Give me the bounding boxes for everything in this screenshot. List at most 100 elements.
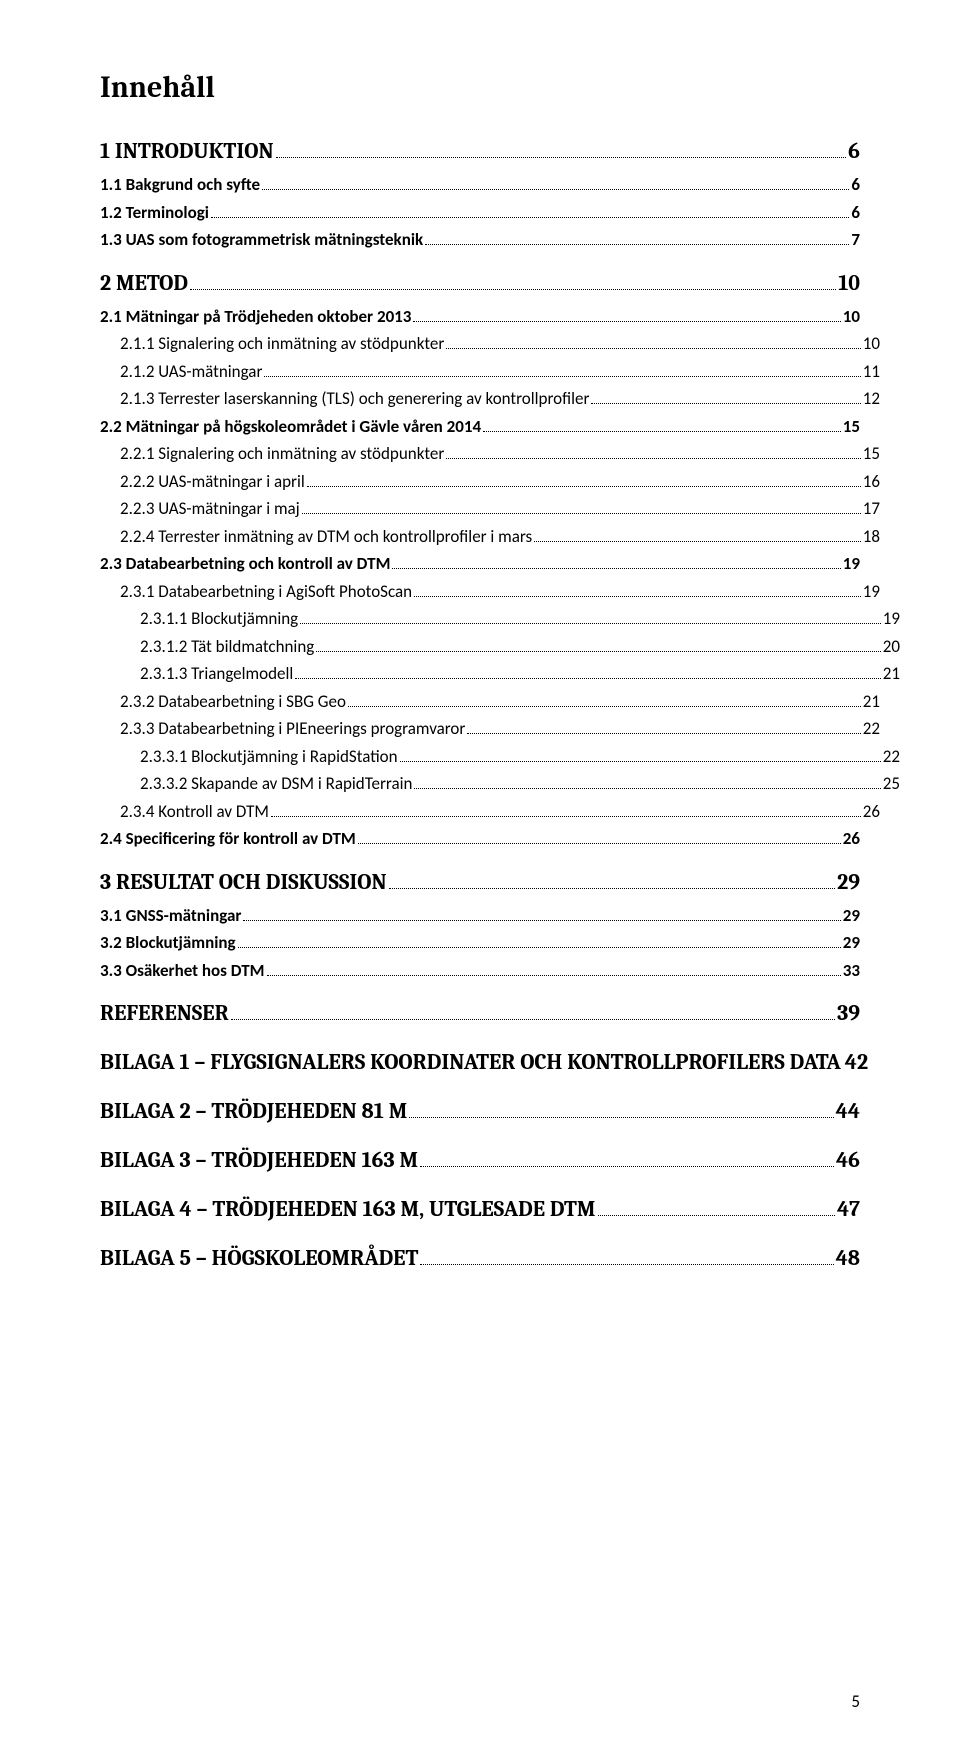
toc-entry[interactable]: 3.3 Osäkerhet hos DTM33	[100, 958, 860, 984]
toc-entry-label: BILAGA 5 – HÖGSKOLEOMRÅDET	[100, 1242, 418, 1275]
toc-entry[interactable]: 2 METOD 10	[100, 267, 860, 300]
toc-entry[interactable]: BILAGA 3 – TRÖDJEHEDEN 163 M46	[100, 1144, 860, 1177]
toc-entry[interactable]: BILAGA 1 – FLYGSIGNALERS KOORDINATER OCH…	[100, 1046, 860, 1079]
toc-entry-page: 10	[863, 331, 880, 357]
toc-entry[interactable]: 3.2 Blockutjämning29	[100, 930, 860, 956]
toc-entry-label: 1.3 UAS som fotogrammetrisk mätningstekn…	[100, 227, 423, 253]
toc-entry-label: 2.1.1 Signalering och inmätning av stödp…	[120, 331, 444, 357]
toc-leader	[483, 415, 841, 431]
toc-leader	[591, 388, 860, 404]
toc-entry[interactable]: 2.3.3 Databearbetning i PIEneerings prog…	[120, 716, 880, 742]
toc-entry[interactable]: 3 RESULTAT OCH DISKUSSION29	[100, 866, 860, 899]
toc-entry-page: 7	[851, 227, 860, 253]
toc-leader	[243, 904, 840, 920]
toc-entry-label: 2.2.4 Terrester inmätning av DTM och kon…	[120, 524, 532, 550]
toc-entry[interactable]: 2.1.3 Terrester laserskanning (TLS) och …	[120, 386, 880, 412]
toc-entry-page: 21	[883, 661, 900, 687]
toc-entry[interactable]: 2.2.2 UAS-mätningar i april16	[120, 469, 880, 495]
toc-leader	[271, 800, 861, 816]
toc-entry-page: 48	[836, 1242, 860, 1275]
toc-entry-label: 2.3.3.1 Blockutjämning i RapidStation	[140, 744, 398, 770]
toc-entry[interactable]: 1.1 Bakgrund och syfte6	[100, 172, 860, 198]
toc-leader	[295, 663, 880, 679]
toc-leader	[420, 1244, 833, 1265]
toc-entry[interactable]: 2.3.3.2 Skapande av DSM i RapidTerrain25	[140, 771, 900, 797]
toc-leader	[420, 1146, 834, 1167]
toc-entry[interactable]: 2.3.1.1 Blockutjämning19	[140, 606, 900, 632]
toc-entry-label: BILAGA 4 – TRÖDJEHEDEN 163 M, UTGLESADE …	[100, 1193, 596, 1226]
toc-entry-page: 19	[883, 606, 900, 632]
toc-leader	[300, 608, 881, 624]
toc-entry[interactable]: BILAGA 4 – TRÖDJEHEDEN 163 M, UTGLESADE …	[100, 1193, 860, 1226]
toc-entry-page: 12	[863, 386, 880, 412]
toc-entry[interactable]: 1 INTRODUKTION6	[100, 135, 860, 168]
toc-entry[interactable]: REFERENSER 39	[100, 997, 860, 1030]
toc-entry-page: 19	[843, 551, 860, 577]
toc-leader	[276, 137, 847, 158]
toc-entry-page: 26	[863, 799, 880, 825]
toc-entry-page: 22	[883, 744, 900, 770]
toc-leader	[598, 1195, 835, 1216]
toc-leader	[414, 580, 861, 596]
toc-entry-label: REFERENSER	[100, 997, 229, 1030]
toc-entry-label: 2.1 Mätningar på Trödjeheden oktober 201…	[100, 304, 411, 330]
toc-leader	[358, 828, 841, 844]
toc-entry[interactable]: BILAGA 5 – HÖGSKOLEOMRÅDET 48	[100, 1242, 860, 1275]
toc-entry-label: 1.1 Bakgrund och syfte	[100, 172, 260, 198]
toc-entry-page: 10	[843, 304, 860, 330]
toc-entry-label: 2.3.1.2 Tät bildmatchning	[140, 634, 314, 660]
toc-leader	[316, 635, 880, 651]
toc-entry[interactable]: 2.1.2 UAS-mätningar11	[120, 359, 880, 385]
toc-entry[interactable]: 1.2 Terminologi6	[100, 200, 860, 226]
toc-entry-label: 2.3.3.2 Skapande av DSM i RapidTerrain	[140, 771, 412, 797]
toc-entry[interactable]: 2.2.3 UAS-mätningar i maj 17	[120, 496, 880, 522]
toc-entry[interactable]: 3.1 GNSS-mätningar29	[100, 903, 860, 929]
toc-entry-page: 6	[848, 135, 860, 168]
toc-entry[interactable]: 2.1 Mätningar på Trödjeheden oktober 201…	[100, 304, 860, 330]
toc-leader	[425, 229, 849, 245]
toc-leader	[446, 333, 861, 349]
toc-entry[interactable]: 2.3.1.3 Triangelmodell21	[140, 661, 900, 687]
toc-entry[interactable]: 2.3 Databearbetning och kontroll av DTM1…	[100, 551, 860, 577]
toc-leader	[302, 498, 861, 514]
toc-leader	[264, 360, 860, 376]
toc-entry-page: 10	[838, 267, 860, 300]
toc-entry-label: 2.3.1 Databearbetning i AgiSoft PhotoSca…	[120, 579, 412, 605]
toc-entry-label: 2.2.1 Signalering och inmätning av stödp…	[120, 441, 444, 467]
toc-entry[interactable]: 2.2 Mätningar på högskoleområdet i Gävle…	[100, 414, 860, 440]
toc-leader	[414, 773, 880, 789]
toc-entry[interactable]: 1.3 UAS som fotogrammetrisk mätningstekn…	[100, 227, 860, 253]
toc-leader	[392, 553, 840, 569]
toc-entry[interactable]: 2.3.1 Databearbetning i AgiSoft PhotoSca…	[120, 579, 880, 605]
toc-entry-label: 2.2.3 UAS-mätningar i maj	[120, 496, 300, 522]
toc-leader	[267, 959, 841, 975]
toc-entry-page: 29	[843, 903, 860, 929]
toc-leader	[231, 999, 835, 1020]
toc-entry-page: 17	[863, 496, 880, 522]
toc-leader	[467, 718, 860, 734]
toc-entry-page: 29	[837, 866, 860, 899]
toc-entry-label: 2.1.3 Terrester laserskanning (TLS) och …	[120, 386, 589, 412]
toc-entry[interactable]: 2.3.2 Databearbetning i SBG Geo21	[120, 689, 880, 715]
toc-entry-page: 26	[843, 826, 860, 852]
toc-entry-page: 22	[863, 716, 880, 742]
toc-entry-page: 29	[843, 930, 860, 956]
toc-entry[interactable]: BILAGA 2 – TRÖDJEHEDEN 81 M44	[100, 1095, 860, 1128]
toc-entry-page: 15	[843, 414, 860, 440]
page-number: 5	[851, 1691, 860, 1712]
toc-entry[interactable]: 2.2.1 Signalering och inmätning av stödp…	[120, 441, 880, 467]
toc-entry[interactable]: 2.3.3.1 Blockutjämning i RapidStation 22	[140, 744, 900, 770]
toc-leader	[211, 201, 849, 217]
toc-entry-page: 18	[863, 524, 880, 550]
toc-entry-page: 39	[837, 997, 860, 1030]
toc-entry[interactable]: 2.3.4 Kontroll av DTM26	[120, 799, 880, 825]
toc-entry[interactable]: 2.4 Specificering för kontroll av DTM26	[100, 826, 860, 852]
toc-leader	[413, 305, 840, 321]
toc-entry-label: 2.3.3 Databearbetning i PIEneerings prog…	[120, 716, 465, 742]
toc-entry[interactable]: 2.2.4 Terrester inmätning av DTM och kon…	[120, 524, 880, 550]
toc-entry[interactable]: 2.3.1.2 Tät bildmatchning20	[140, 634, 900, 660]
toc-entry-label: 2 METOD	[100, 267, 188, 300]
toc-entry-label: 2.2 Mätningar på högskoleområdet i Gävle…	[100, 414, 481, 440]
toc-entry[interactable]: 2.1.1 Signalering och inmätning av stödp…	[120, 331, 880, 357]
toc-entry-label: 1.2 Terminologi	[100, 200, 209, 226]
